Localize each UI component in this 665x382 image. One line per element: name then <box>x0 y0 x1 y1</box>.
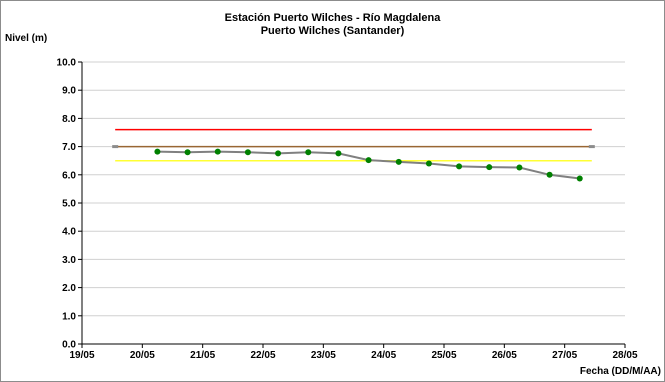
data-point <box>244 149 251 156</box>
y-tick-label: 1.0 <box>62 311 76 322</box>
x-tick-label: 27/05 <box>552 350 577 361</box>
data-point <box>305 149 312 156</box>
data-point <box>275 150 282 157</box>
y-tick-label: 10.0 <box>57 58 77 69</box>
y-tick-label: 4.0 <box>62 227 76 238</box>
x-axis-label: Fecha (DD/M/AA) <box>579 366 661 377</box>
x-tick-label: 25/05 <box>431 350 456 361</box>
data-point <box>425 160 432 167</box>
data-point <box>486 164 493 171</box>
data-point <box>516 164 523 171</box>
y-tick-label: 0.0 <box>62 340 76 351</box>
data-point <box>154 148 161 155</box>
x-tick-label: 21/05 <box>190 350 215 361</box>
x-tick-label: 24/05 <box>371 350 396 361</box>
data-point <box>214 148 221 155</box>
chart-title: Estación Puerto Wilches - Río Magdalena <box>224 12 441 24</box>
x-tick-label: 22/05 <box>250 350 275 361</box>
y-tick-label: 8.0 <box>62 114 76 125</box>
x-tick-label: 26/05 <box>492 350 517 361</box>
y-axis-label: Nivel (m) <box>5 33 48 44</box>
data-point <box>335 150 342 157</box>
y-tick-label: 3.0 <box>62 255 76 266</box>
data-point <box>576 175 583 182</box>
y-tick-label: 9.0 <box>62 86 76 97</box>
data-point <box>365 157 372 164</box>
data-point <box>395 158 402 165</box>
y-tick-label: 5.0 <box>62 199 76 210</box>
data-point <box>456 163 463 170</box>
x-tick-label: 19/05 <box>69 350 94 361</box>
threshold-end-marker <box>588 145 595 149</box>
threshold-end-marker <box>112 145 119 149</box>
x-tick-label: 28/05 <box>612 350 637 361</box>
x-tick-label: 23/05 <box>311 350 336 361</box>
y-tick-label: 6.0 <box>62 170 76 181</box>
data-point <box>184 149 191 156</box>
data-point <box>546 171 553 178</box>
chart-subtitle: Puerto Wilches (Santander) <box>260 25 405 37</box>
x-tick-label: 20/05 <box>130 350 155 361</box>
y-tick-label: 7.0 <box>62 142 76 153</box>
y-tick-label: 2.0 <box>62 283 76 294</box>
